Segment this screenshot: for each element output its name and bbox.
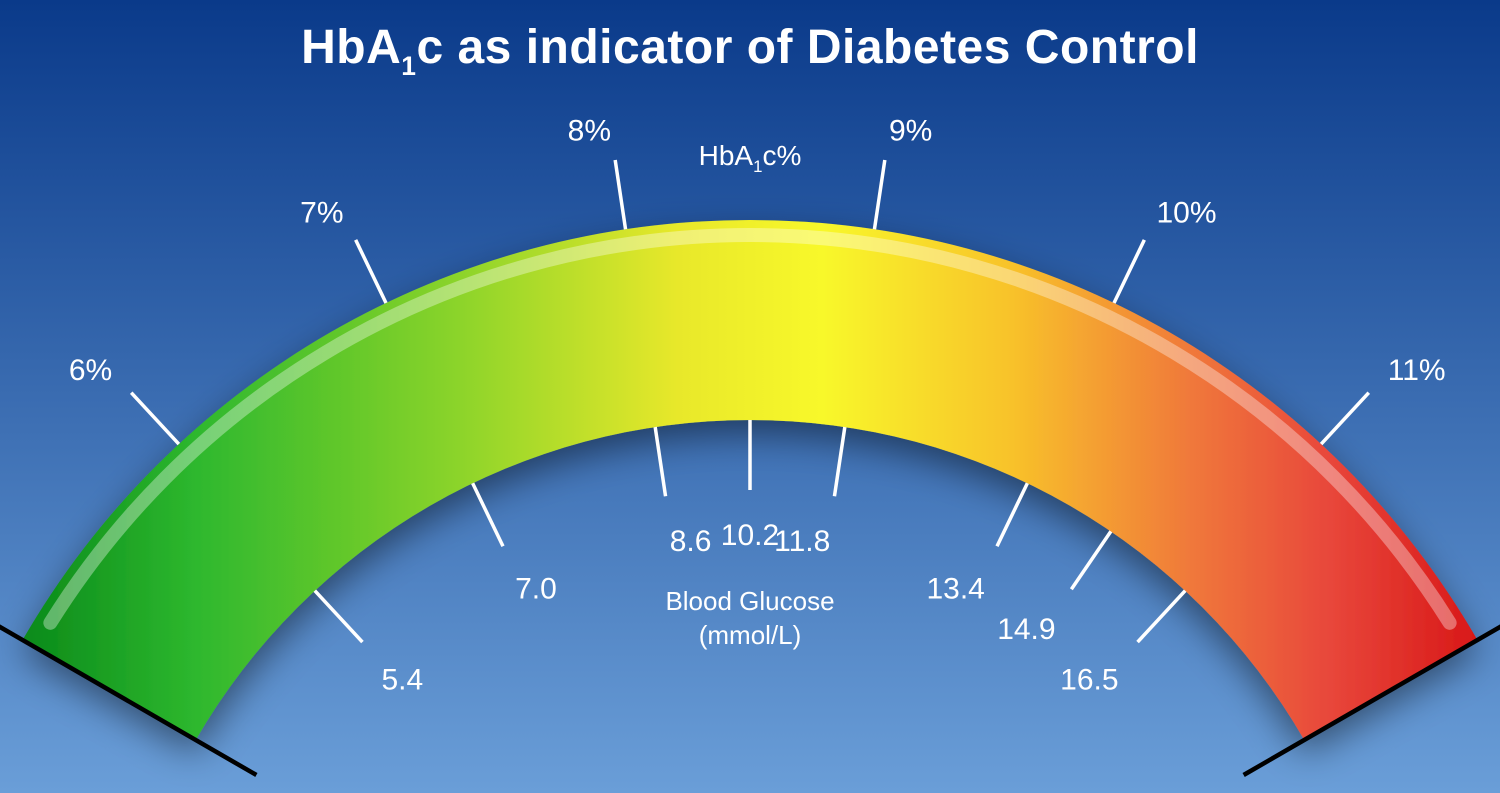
tick-inner [997,483,1027,546]
chart-title: HbA1c as indicator of Diabetes Control [0,20,1500,82]
tick-label-top: 6% [69,354,112,387]
tick-inner [315,591,363,642]
scale-label-bottom-2: (mmol/L) [699,620,802,650]
tick-label-bottom: 14.9 [997,613,1055,646]
tick-inner [473,483,503,546]
tick-outer [615,160,625,229]
tick-outer [874,160,884,229]
tick-outer [1114,240,1144,303]
tick-inner [655,427,665,496]
tick-label-bottom: 5.4 [381,663,423,696]
tick-label-top: 7% [300,197,343,230]
scale-label-top: HbA1c% [699,140,802,176]
tick-label-top: 11% [1388,354,1446,387]
tick-label-bottom: 13.4 [926,572,984,605]
tick-inner [834,427,844,496]
tick-label-top: 9% [889,114,932,147]
tick-inner [1071,531,1110,589]
tick-outer [131,393,179,444]
tick-label-bottom: 11.8 [774,525,830,558]
tick-inner [1138,591,1186,642]
scale-label-bottom-1: Blood Glucose [665,586,834,616]
tick-outer [356,240,386,303]
tick-label-bottom: 10.2 [721,519,779,552]
tick-label-bottom: 7.0 [515,572,557,605]
gauge-svg: 5%6%5.47%7.08%8.610.29%11.810%13.414.911… [0,0,1500,793]
gauge-chart: 5%6%5.47%7.08%8.610.29%11.810%13.414.911… [0,0,1500,793]
tick-label-bottom: 16.5 [1060,663,1118,696]
tick-label-bottom: 8.6 [670,525,712,558]
tick-label-top: 10% [1156,197,1216,230]
tick-label-top: 8% [568,114,611,147]
tick-outer [1321,393,1369,444]
